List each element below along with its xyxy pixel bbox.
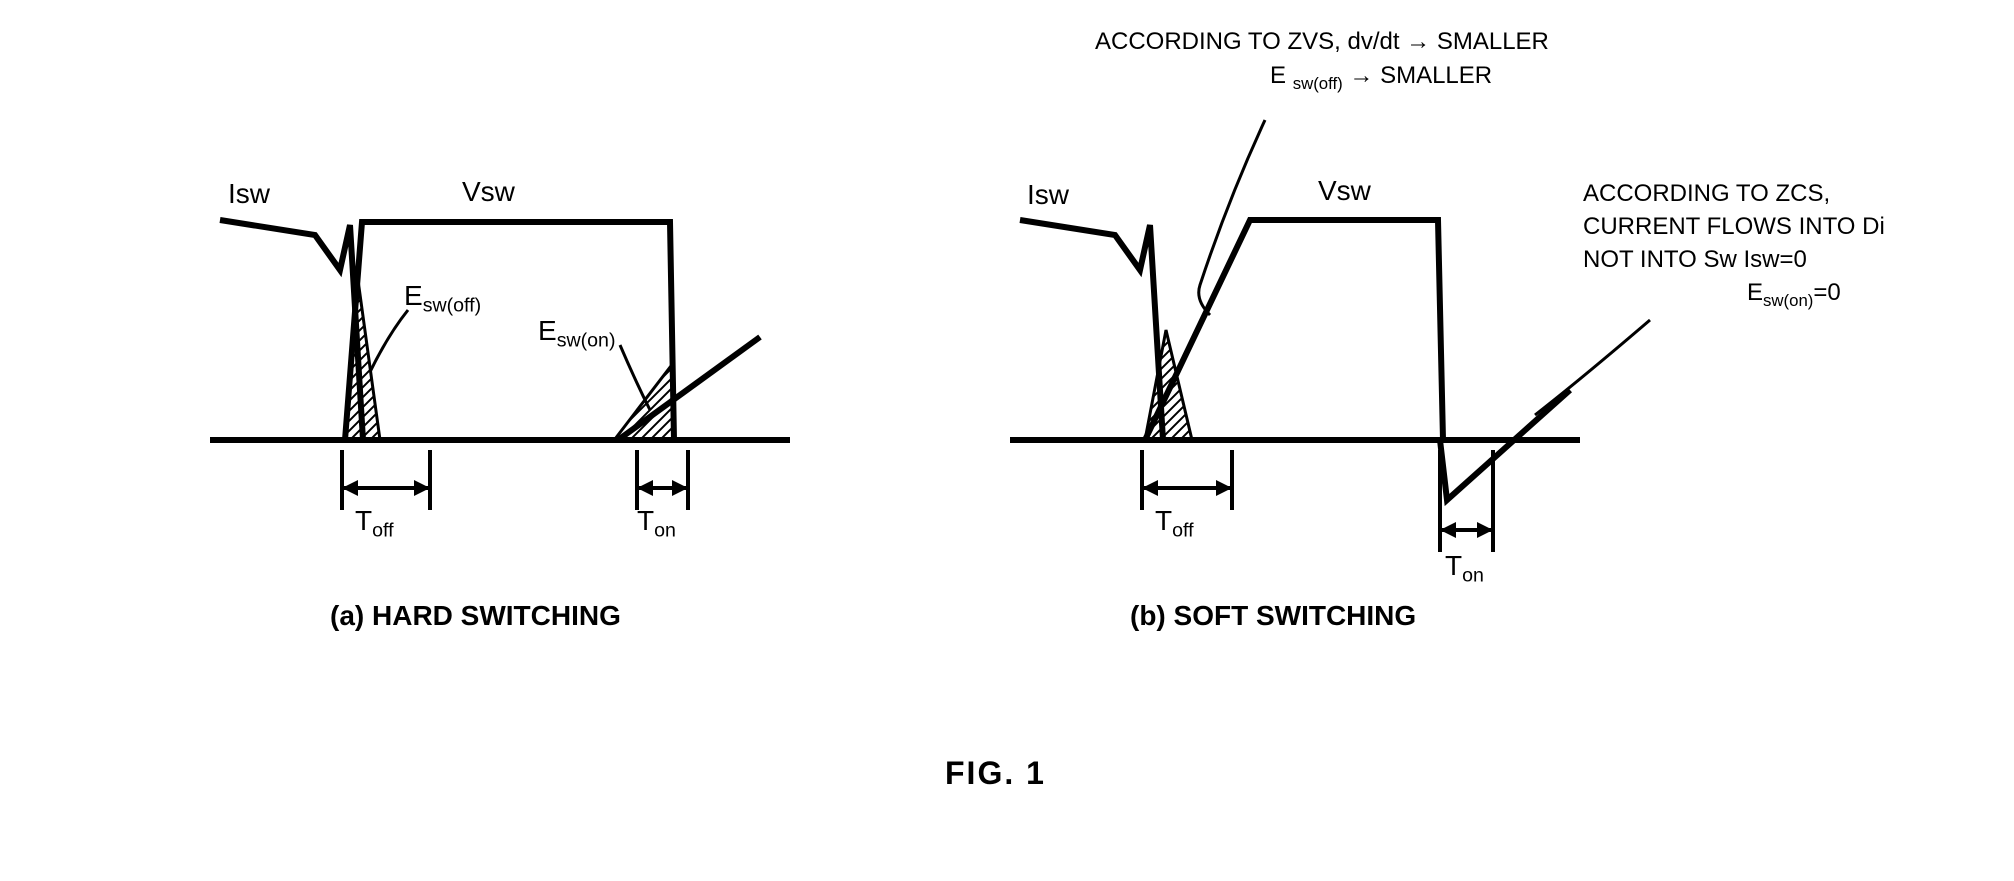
isw-label-a: Isw <box>228 178 270 210</box>
esw-off-label-a: Esw(off) <box>404 280 481 318</box>
t-off-label-a: Toff <box>355 505 394 543</box>
vsw-label-b: Vsw <box>1318 175 1371 207</box>
panel-a: Isw Vsw Esw(off) Esw(on) Toff Ton (a) HA… <box>140 150 820 670</box>
caption-b: (b) SOFT SWITCHING <box>1130 600 1416 632</box>
zcs-annotation-line1: ACCORDING TO ZCS, <box>1583 180 1830 208</box>
figure-title: FIG. 1 <box>945 755 1046 792</box>
panel-b: ACCORDING TO ZVS, dv/dt → SMALLER E sw(o… <box>950 20 1950 700</box>
hard-switching-plot <box>140 150 820 670</box>
zcs-annotation-line4: Esw(on)=0 <box>1747 279 1841 311</box>
zvs-annotation-line2: E sw(off) → SMALLER <box>1270 62 1492 94</box>
zcs-annotation-line3: NOT INTO Sw Isw=0 <box>1583 246 1807 274</box>
soft-switching-plot <box>950 20 1950 700</box>
t-off-label-b: Toff <box>1155 505 1194 543</box>
caption-a: (a) HARD SWITCHING <box>330 600 621 632</box>
zvs-annotation-line1: ACCORDING TO ZVS, dv/dt → SMALLER <box>1095 28 1549 56</box>
t-on-label-b: Ton <box>1445 550 1484 588</box>
isw-label-b: Isw <box>1027 179 1069 211</box>
t-on-label-a: Ton <box>637 505 676 543</box>
vsw-label-a: Vsw <box>462 176 515 208</box>
zcs-annotation-line2: CURRENT FLOWS INTO Di <box>1583 213 1885 241</box>
esw-on-label-a: Esw(on) <box>538 315 615 353</box>
